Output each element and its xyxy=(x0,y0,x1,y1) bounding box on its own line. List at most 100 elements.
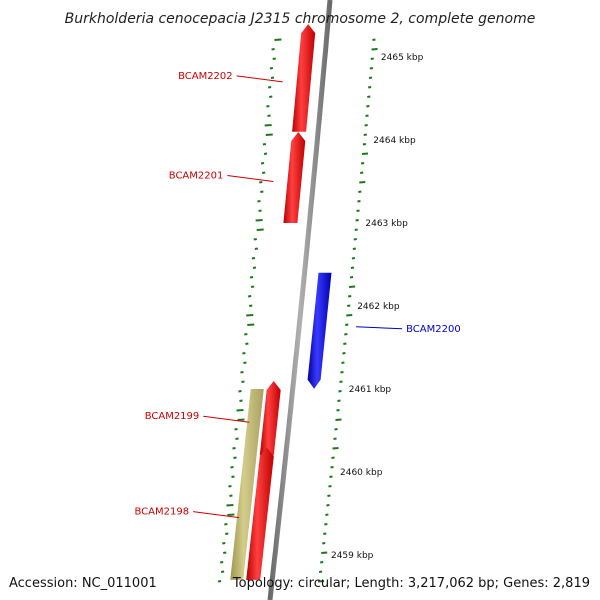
gc-mark xyxy=(363,133,367,136)
gc-mark xyxy=(367,86,372,89)
gc-mark xyxy=(265,133,273,136)
gc-mark xyxy=(325,513,329,516)
gene-label-bcam2202: BCAM2202 xyxy=(178,71,233,82)
gc-mark xyxy=(320,561,324,564)
gc-mark xyxy=(251,257,256,260)
gc-mark xyxy=(328,485,332,488)
gc-mark xyxy=(231,475,235,478)
gc-mark xyxy=(361,152,369,155)
gc-mark xyxy=(252,266,257,269)
gc-skew-marks xyxy=(217,38,378,583)
gc-mark xyxy=(333,437,337,440)
gc-mark xyxy=(349,276,354,279)
gc-mark xyxy=(229,494,233,497)
pseudo-feature[interactable] xyxy=(230,389,264,580)
gene-bcam2199[interactable] xyxy=(259,381,281,456)
gc-mark xyxy=(327,494,331,497)
gc-mark xyxy=(258,209,262,212)
gc-mark xyxy=(347,295,352,298)
gc-mark xyxy=(245,342,249,345)
gc-mark xyxy=(260,190,264,193)
gc-mark xyxy=(239,399,243,402)
gene-bcam2198[interactable] xyxy=(246,447,274,580)
gc-mark xyxy=(241,380,245,383)
backbone-track xyxy=(267,0,333,600)
gc-mark xyxy=(256,228,264,231)
gc-mark xyxy=(366,105,370,108)
gc-mark xyxy=(321,551,328,554)
gc-mark xyxy=(372,38,376,41)
tick-label: 2461 kbp xyxy=(349,385,392,395)
leader-line xyxy=(193,511,240,519)
gc-mark xyxy=(262,171,266,174)
gc-mark xyxy=(253,238,257,241)
gc-mark xyxy=(269,67,274,70)
gene-labels: BCAM2202 BCAM2201 BCAM2200 BCAM2199 BCAM2198 xyxy=(134,71,461,519)
map-title: Burkholderia cenocepacia J2315 chromosom… xyxy=(65,11,536,27)
tick-label: 2459 kbp xyxy=(331,551,374,561)
gc-mark xyxy=(269,95,273,98)
gc-mark xyxy=(344,333,348,336)
gc-mark xyxy=(323,532,327,535)
gene-bcam2201[interactable] xyxy=(283,132,306,223)
gc-mark xyxy=(334,428,338,431)
gc-mark xyxy=(249,304,253,307)
gc-mark xyxy=(254,247,259,250)
gc-mark xyxy=(230,466,234,469)
gc-mark xyxy=(330,466,334,469)
gc-mark xyxy=(236,409,244,412)
tick-label: 2460 kbp xyxy=(340,468,383,478)
gc-mark xyxy=(227,513,235,516)
gc-mark xyxy=(271,48,275,51)
gc-mark xyxy=(225,532,229,535)
gc-mark xyxy=(237,418,245,421)
tick-label: 2463 kbp xyxy=(365,219,408,229)
backbone-strand xyxy=(267,0,333,600)
gc-mark xyxy=(329,475,333,478)
gc-mark xyxy=(356,209,360,212)
gc-mark xyxy=(226,504,234,507)
gc-mark xyxy=(326,504,330,507)
gc-mark xyxy=(347,304,351,307)
gc-mark xyxy=(357,200,361,203)
gc-mark xyxy=(223,551,227,554)
gc-mark xyxy=(238,390,242,393)
gc-mark xyxy=(354,228,358,231)
gc-mark xyxy=(222,542,226,545)
gc-mark xyxy=(267,86,272,89)
gc-mark xyxy=(263,152,268,155)
gc-mark xyxy=(343,342,347,345)
gc-mark xyxy=(346,314,353,317)
gc-mark xyxy=(339,380,343,383)
gc-mark xyxy=(249,276,254,279)
gc-mark xyxy=(228,485,232,488)
gc-mark xyxy=(360,162,365,165)
gene-label-bcam2199: BCAM2199 xyxy=(145,411,200,422)
leader-line xyxy=(356,326,403,330)
gc-mark xyxy=(322,542,326,545)
gc-mark xyxy=(369,67,374,70)
gc-mark xyxy=(246,314,254,317)
gc-mark xyxy=(243,361,247,364)
gc-mark xyxy=(250,285,255,288)
gc-mark xyxy=(352,247,357,250)
gc-mark xyxy=(266,105,270,108)
gc-mark xyxy=(365,114,369,117)
gc-mark xyxy=(262,143,267,146)
gene-bcam2202[interactable] xyxy=(292,24,316,132)
gc-mark xyxy=(259,181,263,184)
gc-mark xyxy=(242,352,246,355)
gc-mark xyxy=(367,95,371,98)
gc-mark xyxy=(260,162,265,165)
gc-mark xyxy=(342,352,346,355)
gc-mark xyxy=(264,124,272,127)
gc-mark xyxy=(364,124,368,127)
gene-bcam2200[interactable] xyxy=(307,272,332,389)
gc-mark xyxy=(340,371,344,374)
leader-line xyxy=(227,175,274,182)
feature-track xyxy=(230,389,264,580)
gc-mark xyxy=(318,570,323,573)
gene-label-bcam2200: BCAM2200 xyxy=(406,324,461,335)
gc-mark xyxy=(331,456,335,459)
